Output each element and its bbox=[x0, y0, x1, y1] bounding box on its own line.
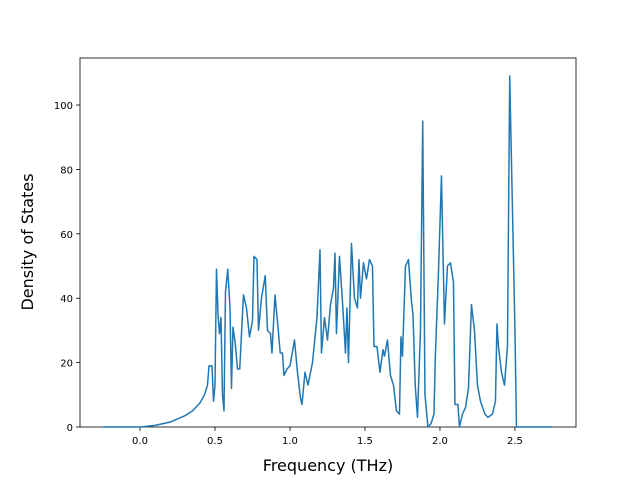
plot-frame bbox=[79, 57, 577, 428]
y-tick-label: 100 bbox=[54, 101, 73, 112]
x-tick-label: 0.0 bbox=[132, 436, 148, 447]
y-tick-label: 40 bbox=[60, 294, 73, 305]
x-tick-label: 0.5 bbox=[207, 436, 223, 447]
y-tick-label: 20 bbox=[60, 359, 73, 370]
x-tick-label: 2.5 bbox=[507, 436, 523, 447]
y-tick-label: 80 bbox=[60, 165, 73, 176]
y-tick-label: 60 bbox=[60, 230, 73, 241]
x-tick-label: 1.0 bbox=[282, 436, 298, 447]
x-tick-label: 2.0 bbox=[432, 436, 448, 447]
y-axis-label: Density of States bbox=[18, 173, 37, 310]
y-tick-label: 0 bbox=[67, 423, 73, 434]
x-axis-label: Frequency (THz) bbox=[263, 456, 393, 475]
x-tick-label: 1.5 bbox=[357, 436, 373, 447]
data-line bbox=[102, 75, 553, 428]
